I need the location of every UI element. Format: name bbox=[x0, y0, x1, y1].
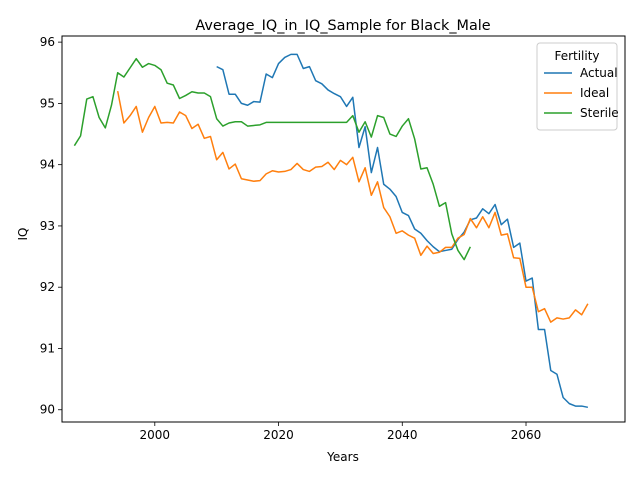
y-axis: 90 91 92 93 94 95 96 bbox=[40, 35, 62, 417]
chart-title: Average_IQ_in_IQ_Sample for Black_Male bbox=[195, 18, 490, 34]
series-line-ideal bbox=[116, 90, 589, 323]
y-tick-label-92: 92 bbox=[40, 280, 55, 294]
x-tick-label-2020: 2020 bbox=[263, 428, 294, 442]
y-tick-label-94: 94 bbox=[40, 158, 55, 172]
legend-label-actual: Actual bbox=[580, 66, 618, 80]
x-axis: 2000 2020 2040 2060 bbox=[140, 422, 542, 442]
legend-label-ideal: Ideal bbox=[580, 86, 609, 100]
y-tick-label-91: 91 bbox=[40, 341, 55, 355]
series-line-actual bbox=[216, 53, 589, 409]
y-axis-label: IQ bbox=[16, 228, 30, 241]
y-tick-label-90: 90 bbox=[40, 403, 55, 417]
series-lines bbox=[73, 53, 589, 409]
plot-border bbox=[61, 35, 626, 423]
y-tick-label-96: 96 bbox=[40, 35, 55, 49]
y-tick-label-95: 95 bbox=[40, 96, 55, 110]
series-line-sterile bbox=[73, 57, 472, 261]
legend-label-sterile: Sterile bbox=[580, 106, 619, 120]
legend-title: Fertility bbox=[554, 49, 599, 63]
x-tick-label-2000: 2000 bbox=[140, 428, 171, 442]
x-axis-label: Years bbox=[326, 450, 359, 464]
x-tick-label-2060: 2060 bbox=[511, 428, 542, 442]
x-tick-label-2040: 2040 bbox=[387, 428, 418, 442]
legend-items: Actual Ideal Sterile bbox=[544, 66, 619, 120]
legend: Fertility Actual Ideal Sterile bbox=[536, 42, 619, 131]
y-tick-label-93: 93 bbox=[40, 219, 55, 233]
legend-box bbox=[536, 42, 618, 131]
